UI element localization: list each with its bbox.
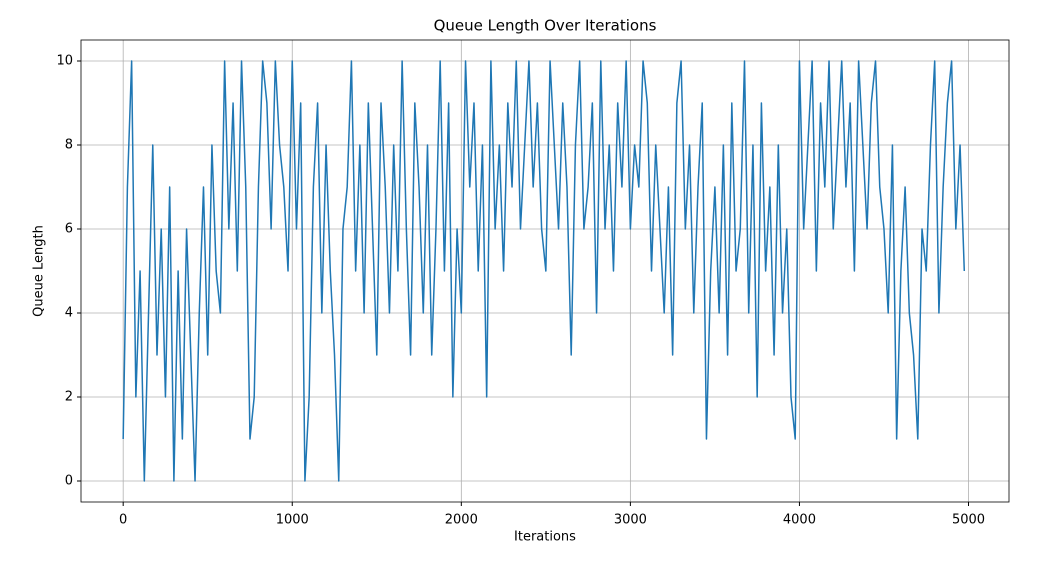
- y-tick-label: 4: [65, 306, 73, 321]
- y-tick-label: 8: [65, 138, 73, 153]
- x-axis-label: Iterations: [514, 530, 576, 545]
- y-axis-label: Queue Length: [32, 225, 47, 317]
- x-tick-label: 4000: [783, 513, 816, 528]
- x-tick-label: 1000: [276, 513, 309, 528]
- x-tick-label: 3000: [614, 513, 647, 528]
- x-tick-label: 5000: [952, 513, 985, 528]
- plot-frame: [80, 39, 1010, 503]
- chart-title: Queue Length Over Iterations: [434, 17, 657, 35]
- x-tick-label: 2000: [445, 513, 478, 528]
- x-tick-label: 0: [119, 513, 127, 528]
- y-tick-label: 6: [65, 222, 73, 237]
- y-tick-label: 0: [65, 474, 73, 489]
- data-line: [122, 60, 966, 482]
- y-tick-label: 10: [56, 54, 73, 69]
- y-tick-label: 2: [65, 390, 73, 405]
